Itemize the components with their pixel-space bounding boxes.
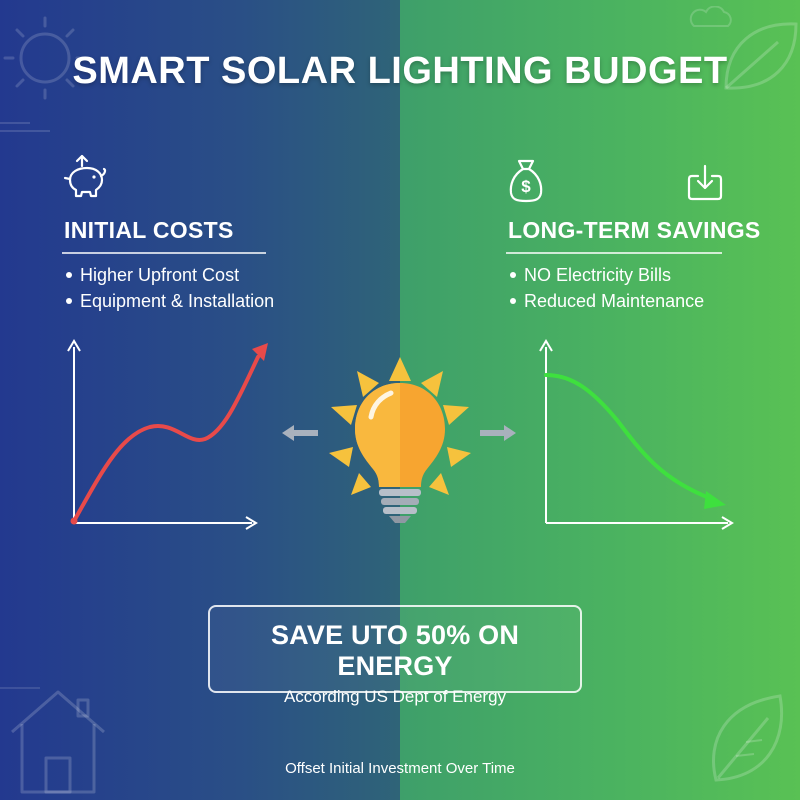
y-axis-arrowhead <box>539 339 553 352</box>
list-item: Reduced Maintenance <box>510 288 704 314</box>
cost-curve-start-dot <box>70 517 78 525</box>
bullet-dot <box>66 271 72 278</box>
savings-curve-arrowhead <box>704 491 726 509</box>
savings-headline: SAVE UTO 50% ON ENERGY <box>270 620 520 681</box>
sun-outline-icon <box>3 16 87 100</box>
piggy-bank-icon <box>63 154 107 198</box>
bullet-text: NO Electricity Bills <box>524 265 672 285</box>
x-axis-arrowhead <box>721 516 734 530</box>
bullet-dot <box>510 297 516 304</box>
cost-trend-chart <box>67 339 268 530</box>
leaf-outline-icon-bottom <box>712 694 784 782</box>
list-item: Higher Upfront Cost <box>66 262 274 288</box>
savings-curve <box>544 373 714 501</box>
bullet-dot <box>510 271 516 278</box>
list-item: Equipment & Installation <box>66 288 274 314</box>
long-term-savings-divider <box>506 252 722 254</box>
long-term-savings-heading: LONG-TERM SAVINGS <box>508 217 761 243</box>
bullet-text: Reduced Maintenance <box>524 291 705 311</box>
savings-source: According US Dept of Energy <box>283 687 507 706</box>
bullet-dot <box>66 297 72 304</box>
list-item: NO Electricity Bills <box>510 262 704 288</box>
footer-caption: Offset Initial Investment Over Time <box>285 760 515 777</box>
arrow-right-icon <box>480 425 516 441</box>
lightbulb-sun-icon <box>329 357 471 523</box>
leaf-outline-icon <box>724 22 798 90</box>
arrow-left-icon <box>282 425 318 441</box>
svg-text:$: $ <box>521 177 531 196</box>
dash-lines-decoration-bottom <box>0 687 40 689</box>
dash-lines-decoration <box>0 122 50 132</box>
initial-costs-heading: INITIAL COSTS <box>64 217 234 243</box>
cloud-outline-icon <box>689 6 732 27</box>
cost-curve <box>72 355 260 523</box>
savings-trend-chart <box>539 339 734 530</box>
y-axis-arrowhead <box>67 339 81 352</box>
long-term-savings-list: NO Electricity Bills Reduced Maintenance <box>510 262 704 314</box>
x-axis-arrowhead <box>245 516 258 530</box>
house-outline-icon <box>11 690 105 794</box>
initial-costs-list: Higher Upfront Cost Equipment & Installa… <box>66 262 274 314</box>
download-icon <box>687 164 723 201</box>
background-left-blue <box>0 0 400 800</box>
bullet-text: Higher Upfront Cost <box>80 265 240 285</box>
cost-curve-arrowhead <box>252 343 268 361</box>
savings-callout-box: SAVE UTO 50% ON ENERGY According US Dept… <box>208 605 582 706</box>
money-bag-icon: $ <box>509 159 543 203</box>
page-title: SMART SOLAR LIGHTING BUDGET <box>72 50 728 92</box>
bullet-text: Equipment & Installation <box>80 291 275 311</box>
initial-costs-divider <box>62 252 266 254</box>
